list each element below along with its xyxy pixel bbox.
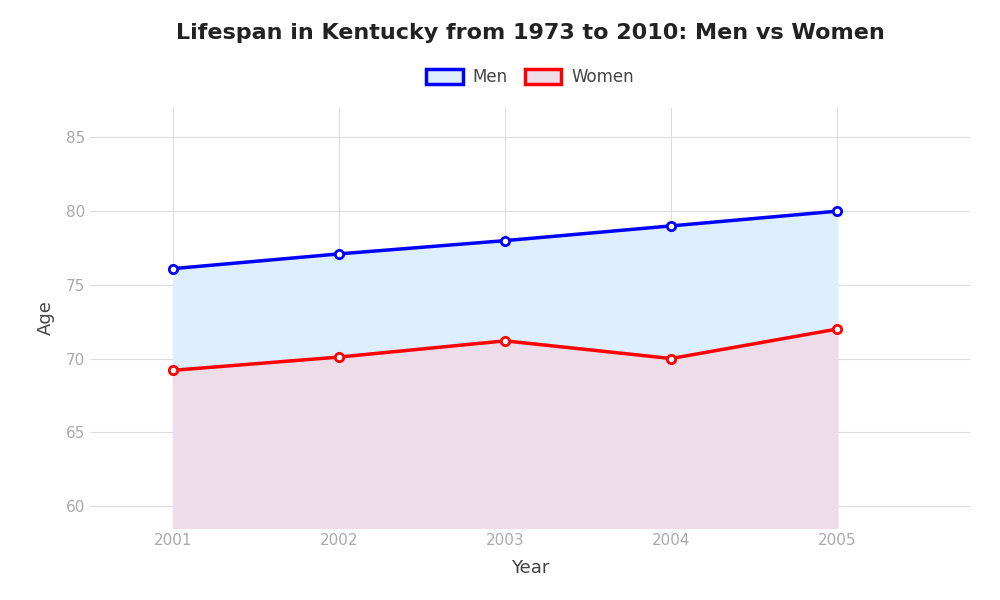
Legend: Men, Women: Men, Women (419, 62, 641, 93)
X-axis label: Year: Year (511, 559, 549, 577)
Title: Lifespan in Kentucky from 1973 to 2010: Men vs Women: Lifespan in Kentucky from 1973 to 2010: … (176, 23, 884, 43)
Y-axis label: Age: Age (37, 301, 55, 335)
